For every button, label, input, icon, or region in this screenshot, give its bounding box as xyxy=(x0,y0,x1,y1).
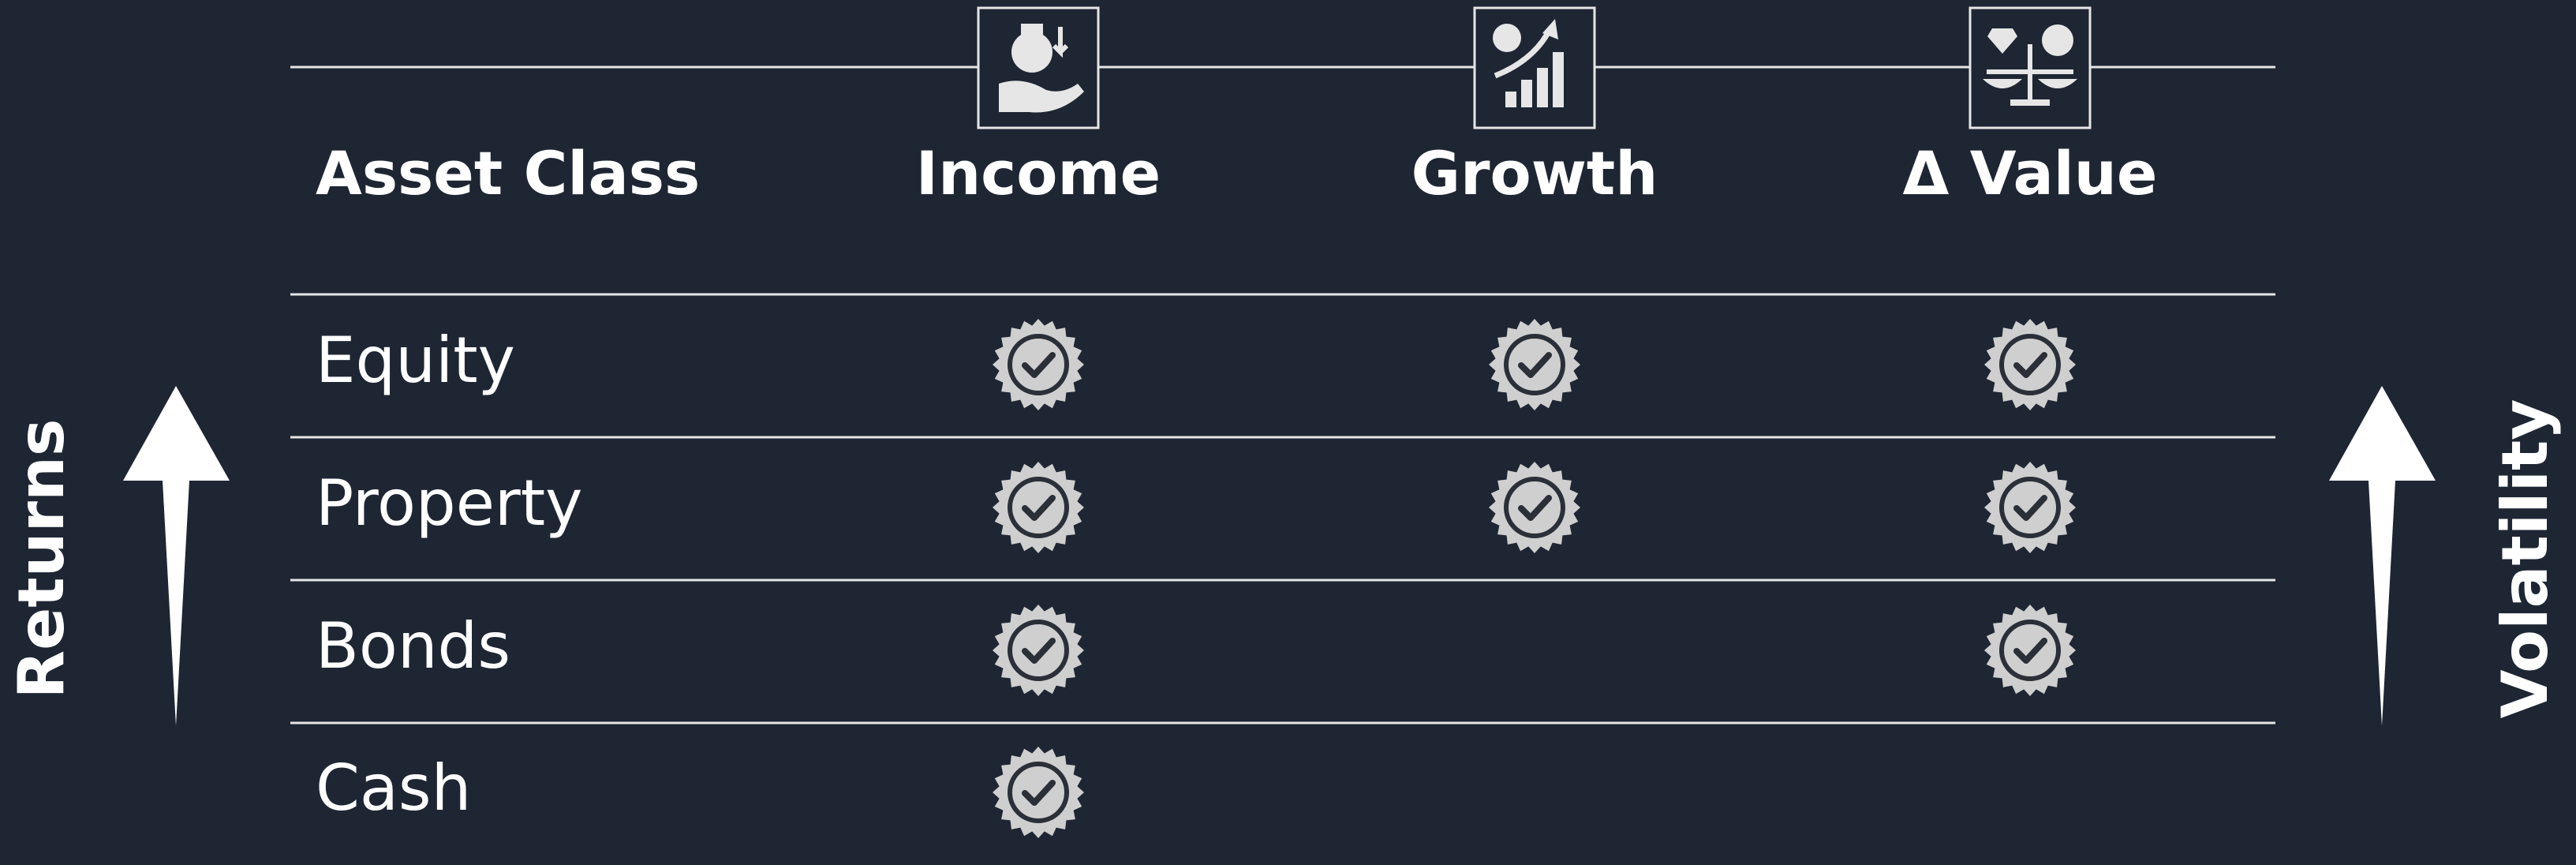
badge-check xyxy=(1022,352,1056,378)
badge-ring xyxy=(1999,620,2061,681)
icon-shape xyxy=(1987,69,2073,74)
check-badge xyxy=(1984,462,2076,553)
badge-ring xyxy=(1008,477,1069,538)
icon-shape xyxy=(1983,79,2077,88)
icon-shape xyxy=(2042,24,2073,56)
icon-shape xyxy=(1542,19,1558,39)
row-label: Property xyxy=(316,466,583,540)
icon-shape xyxy=(1537,68,1548,107)
check-badge xyxy=(1984,605,2076,696)
badge-check xyxy=(1022,638,1056,664)
returns-arrow xyxy=(123,386,230,726)
badge-check xyxy=(1518,495,1552,521)
badge-check xyxy=(1022,780,1056,806)
icon-shape xyxy=(1987,28,2017,54)
check-badge xyxy=(993,462,1084,553)
icon-shape xyxy=(1521,80,1532,107)
icon-shape xyxy=(999,81,1084,113)
header-cell: Income xyxy=(916,138,1161,208)
row-label: Cash xyxy=(316,751,471,825)
icon-shape xyxy=(1553,52,1564,107)
badge-check xyxy=(2013,638,2047,664)
icon-shape xyxy=(1493,24,1521,52)
icon-shape xyxy=(1021,24,1043,35)
row-label: Bonds xyxy=(316,609,510,683)
returns-label: Returns xyxy=(5,418,78,698)
icon-shape xyxy=(2010,99,2050,106)
badge-check xyxy=(2013,495,2047,521)
badge-check xyxy=(1518,352,1552,378)
table: Asset Class Income Growth Δ Value Equity Prop… xyxy=(290,6,2275,838)
icon-shape xyxy=(1052,27,1069,58)
check-badge xyxy=(993,747,1084,838)
check-badge xyxy=(1489,319,1580,410)
badge-ring xyxy=(1504,477,1565,538)
volatility-label: Volatility xyxy=(2488,399,2562,719)
check-badge xyxy=(1984,319,2076,410)
volatility-arrow xyxy=(2329,386,2436,726)
badge-ring xyxy=(1504,334,1565,395)
badge-check xyxy=(2013,352,2047,378)
check-badge xyxy=(993,605,1084,696)
badge-ring xyxy=(1008,620,1069,681)
badge-ring xyxy=(1008,334,1069,395)
header-cell: Growth xyxy=(1411,138,1658,208)
header-icon xyxy=(977,6,1100,129)
icon-box xyxy=(1473,6,1596,129)
icon-shape xyxy=(1505,92,1516,107)
icon-shape xyxy=(1011,32,1052,73)
badge-check xyxy=(1022,495,1056,521)
check-badge xyxy=(993,319,1084,410)
header-cell: Δ Value xyxy=(1903,138,2158,208)
badge-ring xyxy=(1008,762,1069,823)
header-cell: Asset Class xyxy=(316,138,700,208)
header-icon xyxy=(1968,6,2092,129)
header-icon xyxy=(1473,6,1596,129)
row-label: Equity xyxy=(316,324,515,397)
check-badge xyxy=(1489,462,1580,553)
badge-ring xyxy=(1999,477,2061,538)
badge-ring xyxy=(1999,334,2061,395)
